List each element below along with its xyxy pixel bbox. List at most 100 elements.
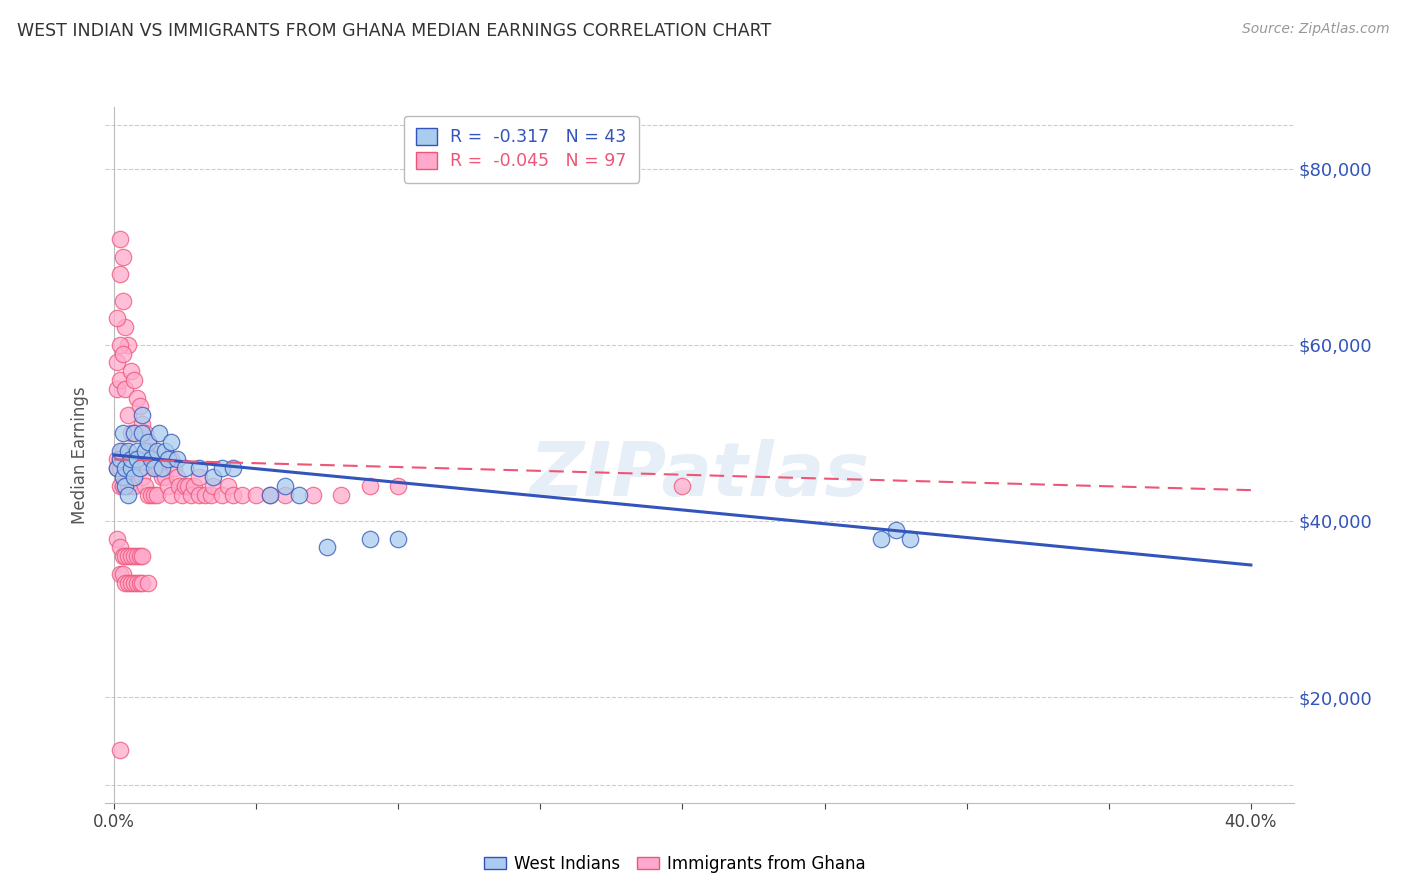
Point <box>111 250 134 264</box>
Point <box>211 487 233 501</box>
Point <box>125 452 148 467</box>
Point <box>156 452 179 467</box>
Point <box>108 232 131 246</box>
Point <box>114 382 136 396</box>
Point <box>156 479 179 493</box>
Point <box>111 293 134 308</box>
Point <box>120 425 142 440</box>
Point <box>136 575 159 590</box>
Point <box>174 479 197 493</box>
Point <box>139 443 162 458</box>
Point <box>114 479 136 493</box>
Point <box>177 479 200 493</box>
Point <box>131 470 153 484</box>
Point <box>128 461 150 475</box>
Point <box>159 487 181 501</box>
Legend: West Indians, Immigrants from Ghana: West Indians, Immigrants from Ghana <box>478 848 872 880</box>
Point <box>166 452 188 467</box>
Point <box>111 566 134 581</box>
Point <box>159 452 181 467</box>
Point <box>134 479 156 493</box>
Point <box>125 443 148 458</box>
Point <box>870 532 893 546</box>
Point <box>122 549 145 564</box>
Point <box>128 575 150 590</box>
Point <box>150 461 173 475</box>
Point <box>108 452 131 467</box>
Point <box>117 443 139 458</box>
Point <box>316 541 339 555</box>
Point <box>163 461 186 475</box>
Point <box>359 479 381 493</box>
Point <box>111 479 134 493</box>
Point <box>108 743 131 757</box>
Point <box>222 461 245 475</box>
Point <box>117 479 139 493</box>
Point <box>245 487 267 501</box>
Legend: R =  -0.317   N = 43, R =  -0.045   N = 97: R = -0.317 N = 43, R = -0.045 N = 97 <box>404 116 638 183</box>
Text: Source: ZipAtlas.com: Source: ZipAtlas.com <box>1241 22 1389 37</box>
Point <box>142 461 165 475</box>
Point <box>145 443 167 458</box>
Point <box>108 461 131 475</box>
Point <box>259 487 281 501</box>
Point <box>108 452 131 467</box>
Point <box>131 575 153 590</box>
Point <box>302 487 325 501</box>
Point <box>148 461 170 475</box>
Point <box>131 409 153 423</box>
Point <box>125 575 148 590</box>
Point <box>114 461 136 475</box>
Point <box>222 487 245 501</box>
Point <box>330 487 353 501</box>
Point <box>217 479 239 493</box>
Point <box>159 434 181 449</box>
Point <box>108 541 131 555</box>
Point <box>153 470 176 484</box>
Point <box>194 487 217 501</box>
Point <box>231 487 253 501</box>
Point <box>211 461 233 475</box>
Point <box>136 487 159 501</box>
Point <box>200 487 222 501</box>
Point <box>131 549 153 564</box>
Point <box>105 355 128 369</box>
Point <box>671 479 693 493</box>
Point <box>273 487 295 501</box>
Point <box>120 452 142 467</box>
Point <box>114 575 136 590</box>
Point <box>108 479 131 493</box>
Point <box>105 311 128 326</box>
Point <box>136 434 159 449</box>
Point <box>125 549 148 564</box>
Point <box>131 417 153 431</box>
Point <box>180 487 202 501</box>
Point <box>166 470 188 484</box>
Point <box>105 461 128 475</box>
Point <box>188 470 211 484</box>
Point <box>114 549 136 564</box>
Point <box>122 479 145 493</box>
Point <box>287 487 309 501</box>
Point <box>273 479 295 493</box>
Point <box>134 425 156 440</box>
Point <box>387 532 409 546</box>
Point <box>120 461 142 475</box>
Point <box>128 461 150 475</box>
Point <box>122 470 145 484</box>
Point <box>142 487 165 501</box>
Point <box>111 346 134 360</box>
Point <box>125 452 148 467</box>
Point <box>117 409 139 423</box>
Point <box>111 470 134 484</box>
Point <box>105 461 128 475</box>
Point <box>114 320 136 334</box>
Point <box>202 470 225 484</box>
Point <box>117 338 139 352</box>
Point <box>111 425 134 440</box>
Point <box>884 523 907 537</box>
Point <box>117 487 139 501</box>
Point <box>387 479 409 493</box>
Point <box>188 487 211 501</box>
Point <box>128 400 150 414</box>
